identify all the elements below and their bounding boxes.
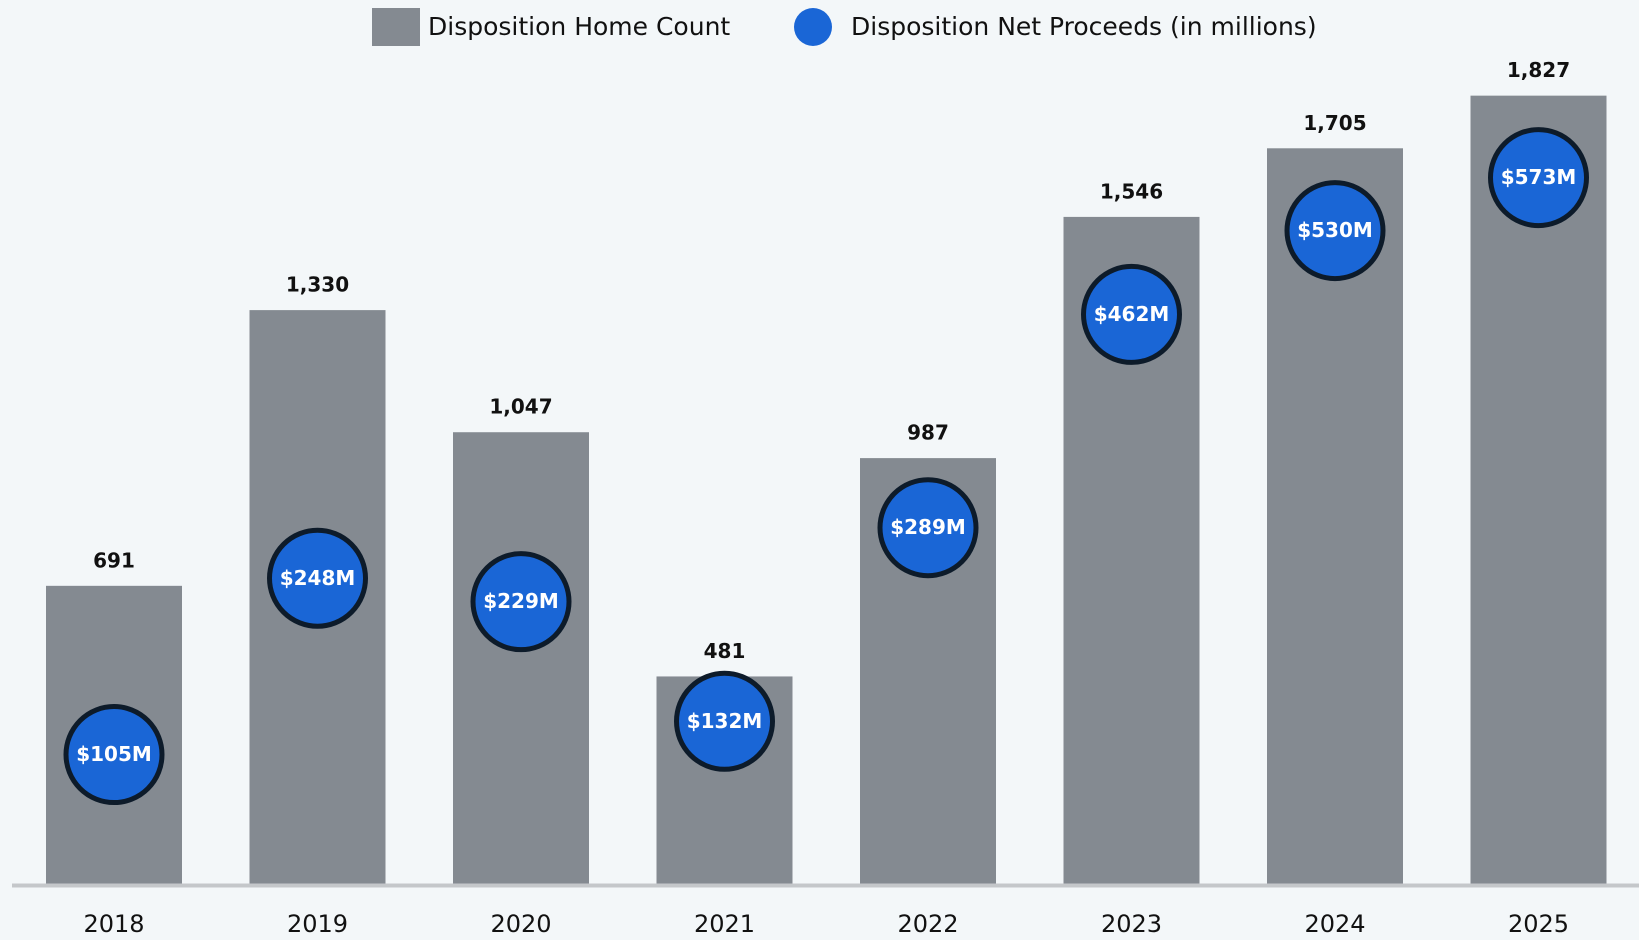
value-label: 987 bbox=[907, 421, 949, 445]
x-tick-label: 2023 bbox=[1101, 910, 1162, 938]
proceeds-marker bbox=[1488, 127, 1589, 229]
x-tick-label: 2024 bbox=[1304, 910, 1365, 938]
proceeds-marker bbox=[674, 670, 775, 772]
value-label: 1,827 bbox=[1507, 58, 1570, 82]
value-label: 1,330 bbox=[286, 273, 349, 297]
proceeds-marker bbox=[1284, 180, 1386, 282]
value-label: 691 bbox=[93, 548, 135, 572]
legend-swatch bbox=[794, 8, 832, 46]
value-label: $573M bbox=[1501, 165, 1577, 189]
value-label: 1,705 bbox=[1303, 111, 1366, 135]
legend-label: Disposition Net Proceeds (in millions) bbox=[851, 12, 1317, 41]
proceeds-marker bbox=[877, 477, 979, 579]
value-label: $530M bbox=[1297, 218, 1373, 242]
proceeds-marker bbox=[470, 551, 572, 653]
value-label: $248M bbox=[280, 566, 356, 590]
legend-label: Disposition Home Count bbox=[428, 12, 730, 41]
x-tick-label: 2020 bbox=[490, 910, 551, 938]
value-label: $289M bbox=[890, 515, 966, 539]
x-tick-label: 2018 bbox=[83, 910, 144, 938]
proceeds-marker bbox=[63, 704, 165, 806]
value-label: $229M bbox=[483, 589, 559, 613]
value-label: 1,047 bbox=[489, 395, 552, 419]
value-label: $105M bbox=[76, 742, 152, 766]
x-tick-label: 2021 bbox=[694, 910, 755, 938]
value-label: 481 bbox=[704, 639, 746, 663]
x-tick-label: 2022 bbox=[897, 910, 958, 938]
proceeds-marker bbox=[1081, 263, 1182, 365]
proceeds-marker bbox=[267, 527, 368, 629]
bar bbox=[453, 432, 589, 884]
value-label: 1,546 bbox=[1100, 179, 1163, 203]
x-tick-label: 2025 bbox=[1508, 910, 1569, 938]
value-label: $132M bbox=[687, 709, 763, 733]
x-tick-label: 2019 bbox=[287, 910, 348, 938]
value-label: $462M bbox=[1094, 302, 1170, 326]
legend-swatch bbox=[372, 8, 420, 46]
